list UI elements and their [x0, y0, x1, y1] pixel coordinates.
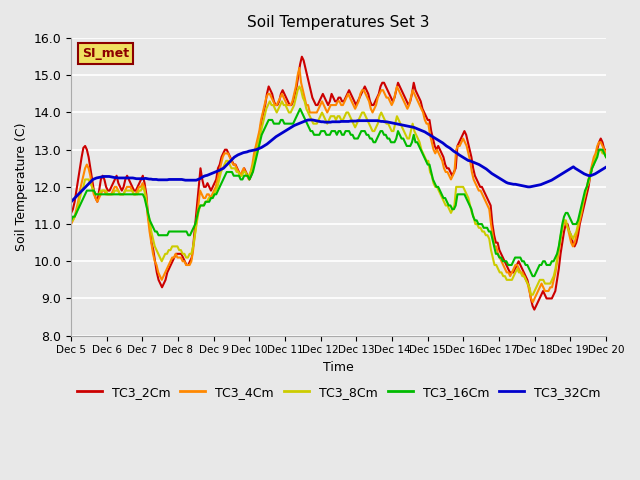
TC3_8Cm — [386, 124, 394, 130]
TC3_32Cm — [305, 117, 312, 123]
Line: TC3_16Cm: TC3_16Cm — [71, 109, 606, 276]
Line: TC3_4Cm: TC3_4Cm — [71, 68, 606, 302]
TC3_2Cm — [298, 54, 306, 60]
TC3_32Cm — [136, 176, 144, 181]
TC3_4Cm — [200, 195, 207, 201]
TC3_4Cm — [426, 132, 434, 138]
TC3_8Cm — [516, 270, 524, 276]
TC3_8Cm — [67, 217, 75, 223]
TC3_8Cm — [235, 169, 243, 175]
TC3_16Cm — [338, 132, 346, 138]
TC3_32Cm — [602, 164, 610, 170]
TC3_8Cm — [200, 203, 207, 208]
TC3_2Cm — [338, 98, 346, 104]
TC3_2Cm — [538, 292, 545, 298]
TC3_8Cm — [426, 169, 434, 175]
TC3_16Cm — [67, 217, 75, 223]
TC3_4Cm — [516, 270, 524, 276]
TC3_2Cm — [527, 296, 534, 301]
TC3_4Cm — [386, 98, 394, 104]
TC3_4Cm — [67, 221, 75, 227]
TC3_16Cm — [335, 128, 342, 134]
TC3_2Cm — [602, 147, 610, 153]
TC3_16Cm — [527, 270, 534, 276]
TC3_16Cm — [296, 106, 304, 112]
TC3_32Cm — [415, 127, 423, 132]
Line: TC3_2Cm: TC3_2Cm — [71, 57, 606, 310]
TC3_16Cm — [500, 258, 508, 264]
Line: TC3_32Cm: TC3_32Cm — [71, 120, 606, 202]
Legend: TC3_2Cm, TC3_4Cm, TC3_8Cm, TC3_16Cm, TC3_32Cm: TC3_2Cm, TC3_4Cm, TC3_8Cm, TC3_16Cm, TC3… — [72, 381, 605, 404]
Line: TC3_8Cm: TC3_8Cm — [71, 86, 606, 295]
TC3_32Cm — [600, 166, 608, 171]
TC3_8Cm — [404, 136, 412, 142]
TC3_16Cm — [529, 273, 536, 279]
TC3_16Cm — [602, 154, 610, 160]
Y-axis label: Soil Temperature (C): Soil Temperature (C) — [15, 122, 28, 251]
TC3_8Cm — [296, 84, 303, 89]
Title: Soil Temperatures Set 3: Soil Temperatures Set 3 — [247, 15, 430, 30]
TC3_8Cm — [527, 292, 535, 298]
TC3_2Cm — [531, 307, 538, 312]
TC3_32Cm — [303, 118, 310, 123]
TC3_16Cm — [538, 262, 545, 268]
TC3_2Cm — [500, 258, 508, 264]
TC3_2Cm — [335, 95, 342, 100]
TC3_8Cm — [602, 154, 610, 160]
TC3_4Cm — [529, 300, 537, 305]
TC3_4Cm — [235, 169, 243, 175]
Text: SI_met: SI_met — [82, 47, 129, 60]
TC3_2Cm — [67, 210, 75, 216]
TC3_2Cm — [452, 166, 460, 171]
TC3_4Cm — [404, 106, 412, 112]
TC3_32Cm — [535, 182, 543, 188]
TC3_4Cm — [602, 151, 610, 156]
X-axis label: Time: Time — [323, 361, 354, 374]
TC3_32Cm — [67, 199, 75, 204]
TC3_4Cm — [296, 65, 303, 71]
TC3_32Cm — [111, 175, 118, 180]
TC3_16Cm — [452, 203, 460, 208]
